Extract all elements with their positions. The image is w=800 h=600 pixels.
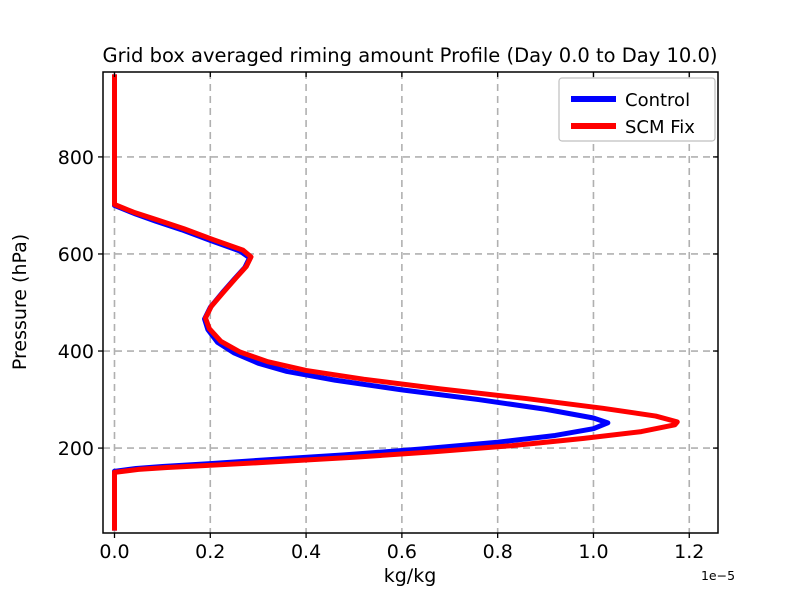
series-line-scm-fix (112, 74, 680, 531)
y-tick-label: 400 (58, 341, 94, 363)
data-series-group (112, 74, 680, 531)
legend-label-control: Control (625, 90, 690, 111)
y-ticklabels: 200 400 600 800 (58, 147, 94, 460)
y-tickmarks (98, 156, 718, 449)
x-tick-label: 0.8 (483, 541, 513, 563)
chart-title: Grid box averaged riming amount Profile … (102, 44, 717, 67)
x-tick-label: 1.0 (578, 541, 608, 563)
y-axis-label: Pressure (hPa) (9, 234, 31, 370)
y-tick-label: 800 (58, 147, 94, 169)
x-axis-offset-label: 1e−5 (701, 568, 735, 583)
y-tick-label: 200 (58, 438, 94, 460)
x-tick-label: 0.6 (387, 541, 417, 563)
x-tick-label: 1.2 (674, 541, 704, 563)
x-ticklabels: 0.0 0.2 0.4 0.6 0.8 1.0 1.2 (99, 541, 704, 563)
legend[interactable]: Control SCM Fix (558, 77, 716, 142)
y-gridlines (103, 156, 718, 449)
x-tick-label: 0.2 (195, 541, 225, 563)
plot-frame (102, 71, 719, 534)
x-tickmarks (113, 72, 690, 538)
x-tick-label: 0.0 (99, 541, 129, 563)
x-tick-label: 0.4 (291, 541, 321, 563)
legend-label-scm-fix: SCM Fix (625, 117, 695, 138)
x-axis-label: kg/kg (384, 565, 437, 587)
y-tick-label: 600 (58, 244, 94, 266)
